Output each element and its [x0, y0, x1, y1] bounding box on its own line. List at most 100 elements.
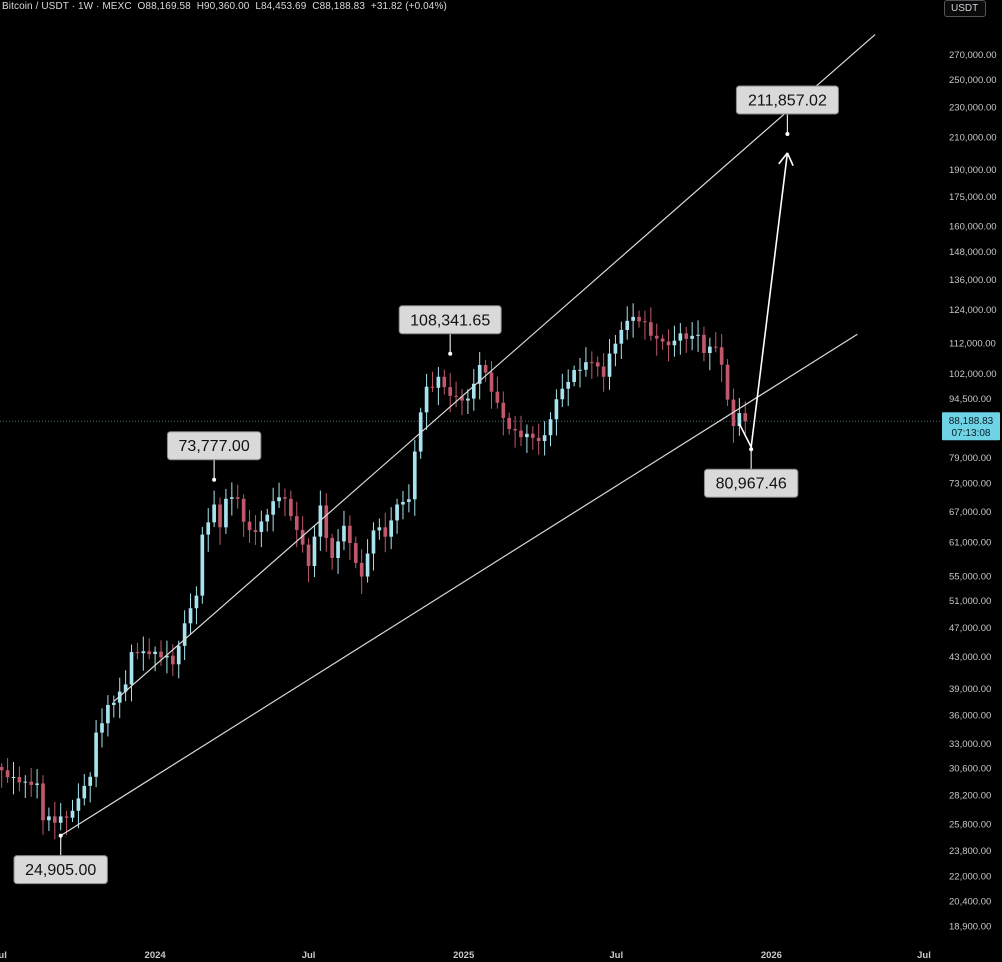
currency-button[interactable]: USDT [944, 0, 986, 17]
candle [743, 401, 748, 437]
candle-body [607, 353, 612, 377]
candle-body [212, 504, 216, 523]
price-axis-tick: 67,000.00 [949, 507, 991, 518]
candle-body [283, 497, 287, 499]
candle [5, 757, 10, 783]
ohlc-change: +31.82 (+0.04%) [370, 1, 447, 12]
candle-body [342, 525, 346, 542]
candle [76, 783, 81, 829]
candle [17, 766, 22, 792]
candle [58, 803, 63, 831]
candlesticks [0, 303, 748, 840]
candle [159, 640, 163, 666]
candle [330, 533, 334, 570]
candle-body [454, 395, 458, 397]
candle-body [672, 340, 677, 346]
candle-body [218, 504, 222, 528]
callout-anchor-dot [58, 833, 63, 838]
time-axis-tick: Jul [0, 950, 7, 961]
candle-body [536, 437, 541, 442]
candle [88, 772, 93, 803]
projection-arrow [738, 152, 794, 450]
candle [0, 763, 4, 788]
candle-body [259, 521, 264, 532]
price-callout: 80,967.46 [703, 447, 799, 498]
candle-body [64, 816, 69, 818]
candle-body [141, 651, 146, 654]
candle [324, 493, 329, 552]
candle [82, 774, 87, 806]
candle-body [389, 520, 394, 537]
candle [530, 426, 535, 450]
candle-body [206, 522, 211, 535]
bar-countdown: 07:13:08 [952, 428, 991, 439]
candle [106, 695, 110, 737]
candle [29, 767, 34, 797]
candle-body [117, 691, 122, 703]
price-axis-tick: 30,600.00 [949, 764, 991, 775]
candle [737, 398, 742, 436]
candle [165, 640, 169, 674]
candle-body [170, 655, 175, 665]
candle [619, 321, 624, 360]
candle [578, 357, 582, 388]
channel-upper-line [113, 34, 876, 702]
candle [589, 351, 594, 379]
candle-body [52, 816, 57, 823]
symbol-header: Bitcoin / USDT · 1W · MEXC O88,169.58 H9… [2, 1, 450, 12]
candle [649, 307, 653, 341]
candle-body [678, 333, 683, 341]
candle-body [153, 651, 157, 655]
price-axis-tick: 20,400.00 [949, 896, 991, 907]
candle-body [696, 334, 700, 336]
candle-body [401, 501, 405, 505]
candle [35, 769, 39, 799]
candle [271, 487, 275, 532]
candle-body [666, 341, 671, 346]
candle-body [76, 798, 81, 811]
time-axis-tick: 2024 [145, 950, 167, 961]
candle [371, 522, 376, 571]
candle-body [300, 529, 305, 545]
price-axis-tick: 79,000.00 [949, 453, 991, 464]
candle [383, 512, 388, 553]
candle [359, 549, 364, 595]
candle-body [471, 383, 476, 399]
candle [336, 529, 340, 574]
price-axis-tick: 28,200.00 [949, 790, 991, 801]
candle-body [519, 430, 523, 438]
candle [690, 322, 694, 351]
symbol-name[interactable]: Bitcoin / USDT · 1W · MEXC [2, 1, 132, 12]
candle [206, 508, 211, 552]
candle-body [637, 316, 641, 322]
candle-body [29, 781, 34, 785]
candle [660, 334, 665, 350]
price-callout: 108,341.65 [398, 305, 502, 356]
candle [265, 508, 270, 532]
candle [100, 708, 104, 748]
callout-anchor-dot [212, 477, 217, 482]
candle [365, 539, 370, 583]
candle [436, 366, 441, 406]
candle [601, 353, 606, 392]
time-axis-tick: Jul [609, 950, 623, 961]
candle [684, 326, 689, 353]
candle [407, 484, 411, 513]
price-callout: 73,777.00 [166, 431, 262, 482]
callout-anchor-dot [749, 447, 754, 452]
candle [348, 515, 352, 561]
candle [572, 365, 576, 387]
time-axis-tick: 2026 [761, 950, 782, 961]
candle [466, 389, 470, 414]
candle-body [324, 505, 329, 538]
candle [442, 369, 447, 395]
candle-body [277, 497, 281, 502]
callout-box [13, 855, 108, 885]
candle [477, 352, 482, 400]
price-callout: 24,905.00 [13, 833, 108, 885]
candle-body [241, 498, 246, 522]
price-axis-tick: 210,000.00 [949, 132, 997, 143]
candle [501, 391, 506, 436]
